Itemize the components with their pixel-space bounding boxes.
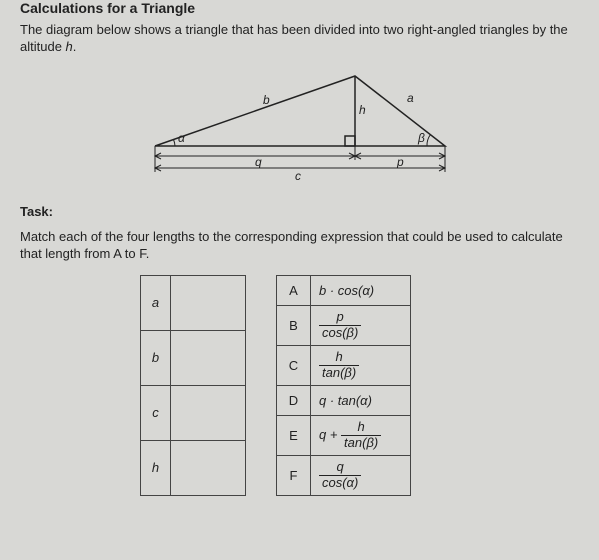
- table-row: b: [141, 330, 246, 385]
- label-beta: β: [417, 131, 425, 145]
- expression-code: E: [277, 415, 311, 455]
- table-row: Bpcos(β): [277, 305, 411, 345]
- expression-code: D: [277, 385, 311, 415]
- expression-code: A: [277, 275, 311, 305]
- table-row: Ab · cos(α): [277, 275, 411, 305]
- label-c: c: [295, 169, 301, 183]
- answer-blank[interactable]: [171, 275, 246, 330]
- label-q: q: [255, 155, 262, 169]
- task-label: Task:: [20, 204, 579, 219]
- lengths-table: abch: [140, 275, 246, 496]
- answer-blank[interactable]: [171, 330, 246, 385]
- table-row: a: [141, 275, 246, 330]
- intro-text: The diagram below shows a triangle that …: [20, 22, 579, 56]
- length-label: h: [141, 440, 171, 495]
- label-alpha: α: [178, 131, 186, 145]
- length-label: b: [141, 330, 171, 385]
- table-row: Eq + htan(β): [277, 415, 411, 455]
- label-a: a: [407, 91, 414, 105]
- expression-cell: b · cos(α): [311, 275, 411, 305]
- answer-blank[interactable]: [171, 385, 246, 440]
- expressions-table: Ab · cos(α)Bpcos(β)Chtan(β)Dq · tan(α)Eq…: [276, 275, 411, 496]
- table-row: Chtan(β): [277, 345, 411, 385]
- intro-part-a: The diagram below shows a triangle that …: [20, 22, 568, 54]
- intro-h: h: [66, 39, 73, 54]
- table-row: h: [141, 440, 246, 495]
- expression-cell: qcos(α): [311, 455, 411, 495]
- label-b: b: [263, 93, 270, 107]
- task-text: Match each of the four lengths to the co…: [20, 229, 579, 263]
- table-row: Fqcos(α): [277, 455, 411, 495]
- expression-code: B: [277, 305, 311, 345]
- answer-blank[interactable]: [171, 440, 246, 495]
- table-row: Dq · tan(α): [277, 385, 411, 415]
- label-p: p: [396, 155, 404, 169]
- page-heading: Calculations for a Triangle: [20, 0, 579, 16]
- expression-cell: htan(β): [311, 345, 411, 385]
- expression-code: C: [277, 345, 311, 385]
- expression-code: F: [277, 455, 311, 495]
- triangle-diagram: α β b a h q p c: [145, 66, 455, 186]
- length-label: c: [141, 385, 171, 440]
- expression-cell: pcos(β): [311, 305, 411, 345]
- expression-cell: q + htan(β): [311, 415, 411, 455]
- table-row: c: [141, 385, 246, 440]
- label-h: h: [359, 103, 366, 117]
- intro-part-b: .: [73, 39, 77, 54]
- expression-cell: q · tan(α): [311, 385, 411, 415]
- length-label: a: [141, 275, 171, 330]
